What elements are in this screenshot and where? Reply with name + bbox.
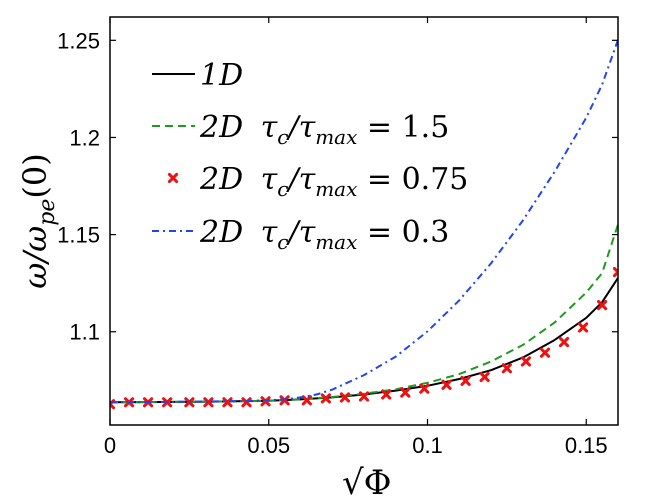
data-point: [203, 397, 214, 408]
series-line-0: [110, 277, 618, 404]
legend-label: 2D τc/τmax = 0.75: [199, 162, 468, 201]
data-point: [558, 336, 570, 348]
data-point: [419, 383, 430, 394]
data-point: [320, 393, 331, 404]
y-tick-label: 1.25: [57, 28, 100, 53]
axes-frame: [109, 16, 619, 426]
x-axis-label: √Φ: [342, 463, 392, 502]
legend-entry: 1D: [152, 58, 243, 93]
data-point: [479, 371, 490, 383]
data-point: [358, 391, 370, 402]
y-axis-label: ω/ωpe(0): [16, 153, 60, 288]
data-point: [222, 397, 233, 408]
data-point: [597, 300, 608, 311]
legend-label: 2D τc/τmax = 0.3: [199, 215, 449, 254]
data-point: [520, 356, 532, 367]
x-tick-label: 0.1: [412, 433, 443, 458]
y-tick-label: 1.1: [69, 320, 100, 345]
y-axis-label-text: ω/ωpe(0): [16, 153, 60, 288]
data-point: [301, 395, 312, 406]
x-tick-label: 0: [104, 433, 116, 458]
data-point: [339, 392, 351, 403]
data-point: [539, 347, 551, 358]
series-markers-2: [110, 266, 618, 410]
data-point: [400, 387, 411, 398]
y-tick-label: 1.15: [57, 223, 100, 248]
data-point: [381, 389, 392, 400]
legend-entry: 2D τc/τmax = 1.5: [152, 110, 449, 149]
x-tick-label: 0.05: [247, 433, 290, 458]
data-point: [441, 379, 452, 390]
data-point: [612, 266, 618, 278]
x-tick-label: 0.15: [565, 433, 608, 458]
legend-entry: 2D τc/τmax = 0.3: [152, 215, 449, 254]
ticks-layer: 0 0.05 0.1 0.15 1.1 1.15 1.2 1.25: [57, 17, 618, 458]
legend: 1D 2D τc/τmax = 1.5 2D τc/τmax = 0.75 2D τc…: [152, 58, 468, 254]
series-line-3: [110, 39, 618, 404]
x-axis-label-text: √Φ: [342, 463, 392, 502]
data-point: [577, 322, 589, 333]
data-point: [241, 397, 252, 408]
legend-label: 1D: [200, 58, 243, 93]
legend-marker: [167, 172, 179, 184]
legend-entry: 2D τc/τmax = 0.75: [167, 162, 468, 201]
data-point: [501, 363, 512, 374]
legend-label: 2D τc/τmax = 1.5: [199, 110, 449, 149]
series-line-1: [110, 224, 618, 404]
series-layer: [110, 39, 618, 410]
y-tick-label: 1.2: [69, 125, 100, 150]
data-point: [460, 375, 471, 386]
